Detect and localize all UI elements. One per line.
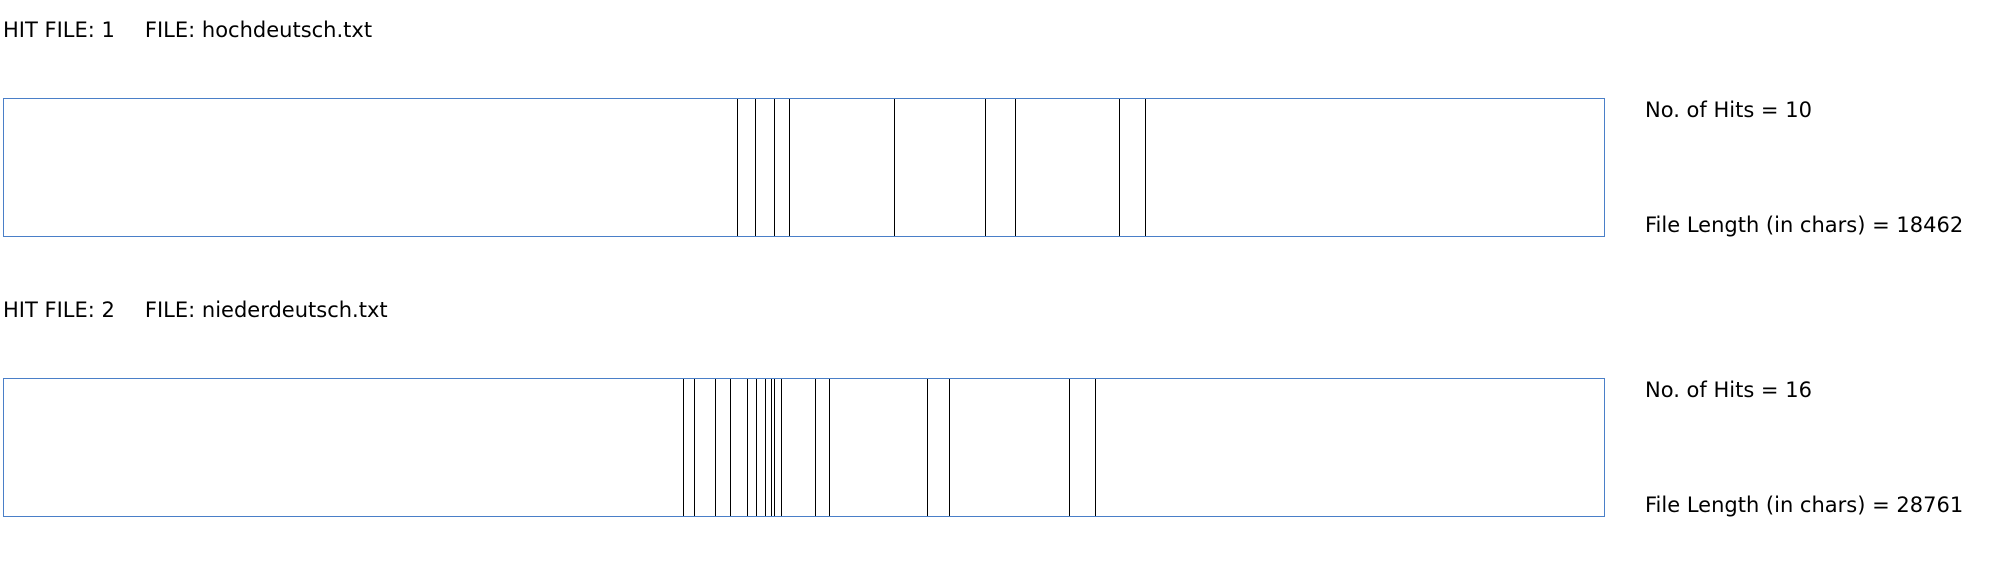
file-length: File Length (in chars) = 18462 [1645, 213, 1964, 237]
file-label: FILE: [144, 298, 196, 322]
file-length: File Length (in chars) = 28761 [1645, 493, 1964, 517]
hit-label: HIT FILE: [3, 18, 95, 42]
file-name: niederdeutsch.txt [201, 298, 388, 322]
dispersion-plot [3, 378, 1605, 517]
dispersion-plot [3, 98, 1605, 237]
file-label: FILE: [144, 18, 196, 42]
hit-file-title: HIT FILE: 1 FILE: hochdeutsch.txt [3, 15, 372, 45]
file-name: hochdeutsch.txt [201, 18, 373, 42]
hit-number: 2 [101, 298, 115, 322]
hits-count: No. of Hits = 10 [1645, 98, 1812, 122]
hit-file-2: HIT FILE: 2 FILE: niederdeutsch.txt No. o… [0, 280, 2005, 560]
hit-file-title: HIT FILE: 2 FILE: niederdeutsch.txt [3, 295, 388, 325]
hit-number: 1 [101, 18, 115, 42]
dispersion-plot-svg [737, 99, 1146, 236]
dispersion-plot-svg [683, 379, 1096, 516]
hit-label: HIT FILE: [3, 298, 95, 322]
hit-file-1: HIT FILE: 1 FILE: hochdeutsch.txt No. of … [0, 0, 2005, 280]
hits-count: No. of Hits = 16 [1645, 378, 1812, 402]
